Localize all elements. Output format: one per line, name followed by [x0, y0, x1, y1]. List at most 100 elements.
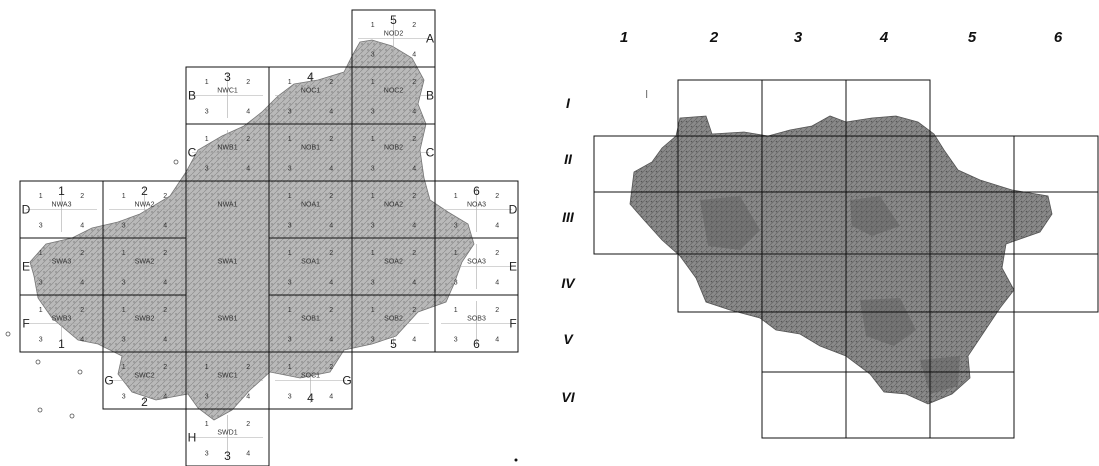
quadrant-number: 2: [329, 364, 333, 371]
left-row-letter: F: [509, 317, 516, 331]
quadrant-number: 2: [80, 193, 84, 200]
quadrant-number: 4: [163, 394, 167, 401]
left-grid-cell: 1 2 3 4: [185, 123, 270, 182]
sheet-label: NWA3: [52, 202, 72, 209]
right-column-label: 4: [879, 29, 889, 46]
quadrant-number: 2: [329, 79, 333, 86]
quadrant-number: 4: [80, 223, 84, 230]
quadrant-number: 3: [371, 109, 375, 116]
text-cursor-icon: Ⅰ: [645, 88, 648, 101]
quadrant-number: 2: [80, 307, 84, 314]
quadrant-number: 4: [246, 394, 250, 401]
quadrant-number: 3: [288, 109, 292, 116]
quadrant-number: 2: [163, 250, 167, 257]
quadrant-number: 3: [454, 337, 458, 344]
quadrant-number: 4: [495, 223, 499, 230]
quadrant-number: 2: [329, 136, 333, 143]
left-row-letter: B: [426, 89, 434, 103]
sheet-label: NWA1: [218, 202, 238, 209]
left-column-number: 2: [141, 395, 148, 409]
quadrant-number: 2: [495, 193, 499, 200]
quadrant-number: 2: [246, 364, 250, 371]
quadrant-number: 4: [163, 337, 167, 344]
sheet-label: SWC2: [134, 373, 154, 380]
sheet-label: NOA1: [301, 202, 320, 209]
left-grid-cell: 1 2 3 4: [185, 408, 270, 466]
sheet-label: NOC1: [301, 88, 321, 95]
left-column-number: 1: [58, 184, 65, 198]
left-column-number: 5: [390, 13, 397, 27]
right-row-label: II: [564, 151, 573, 167]
quadrant-number: 3: [122, 223, 126, 230]
quadrant-number: 4: [246, 166, 250, 173]
quadrant-number: 1: [205, 136, 209, 143]
quadrant-number: 4: [163, 280, 167, 287]
quadrant-number: 3: [205, 166, 209, 173]
quadrant-number: 3: [122, 394, 126, 401]
quadrant-number: 3: [288, 280, 292, 287]
quadrant-number: 2: [80, 250, 84, 257]
quadrant-number: 1: [288, 364, 292, 371]
right-column-label: 2: [709, 29, 719, 46]
quadrant-number: 1: [122, 364, 126, 371]
right-row-label: IV: [561, 275, 576, 291]
quadrant-number: 2: [412, 307, 416, 314]
quadrant-number: 3: [205, 451, 209, 458]
sheet-label: SWA2: [135, 259, 155, 266]
quadrant-number: 3: [454, 223, 458, 230]
quadrant-number: 4: [80, 337, 84, 344]
town-marker: [69, 413, 75, 419]
quadrant-number: 1: [454, 250, 458, 257]
sheet-label: SOA3: [467, 259, 486, 266]
left-column-number: 4: [307, 391, 314, 405]
quadrant-number: 4: [163, 223, 167, 230]
left-column-number: 6: [473, 337, 480, 351]
quadrant-number: 2: [246, 136, 250, 143]
sheet-label: NOA3: [467, 202, 486, 209]
right-map-dark-region: [700, 196, 960, 394]
quadrant-number: 1: [205, 421, 209, 428]
town-marker: [37, 407, 43, 413]
sheet-label: SWB3: [52, 316, 72, 323]
right-column-labels: 1 2 3 4 5 6: [620, 29, 1063, 46]
quadrant-number: 1: [39, 250, 43, 257]
left-column-number: 5: [390, 337, 397, 351]
quadrant-number: 1: [288, 250, 292, 257]
sheet-label: SOB3: [467, 316, 486, 323]
left-row-letter: C: [426, 146, 435, 160]
left-row-letter: G: [342, 374, 351, 388]
left-row-letter: D: [509, 203, 518, 217]
quadrant-number: 2: [246, 79, 250, 86]
quadrant-number: 3: [371, 280, 375, 287]
quadrant-number: 4: [495, 280, 499, 287]
right-grid-cell: [761, 371, 847, 439]
quadrant-number: 1: [371, 79, 375, 86]
sheet-label: SWC1: [217, 373, 237, 380]
quadrant-number: 1: [288, 307, 292, 314]
quadrant-number: 4: [329, 337, 333, 344]
quadrant-number: 2: [329, 250, 333, 257]
left-sheet-map: 1 2 3 4 1 2 3 4 1 2 3 4 1 2 3 4 1 2 3 4 1 2 3 4 1 2 3 4 1 2 3 4 1 2 3 4 1 2 3 4…: [5, 9, 519, 466]
quadrant-number: 1: [371, 307, 375, 314]
quadrant-number: 3: [371, 337, 375, 344]
quadrant-number: 2: [163, 307, 167, 314]
quadrant-number: 2: [412, 193, 416, 200]
left-grid-cell: 1 2 3 4: [434, 237, 519, 296]
quadrant-number: 1: [371, 250, 375, 257]
quadrant-number: 1: [39, 193, 43, 200]
quadrant-number: 3: [39, 223, 43, 230]
left-row-letter: E: [509, 260, 517, 274]
quadrant-number: 4: [412, 337, 416, 344]
quadrant-number: 1: [205, 364, 209, 371]
left-row-letter: D: [22, 203, 31, 217]
left-sheet-labels: NOD2 NWC1 NOC1 NOC2 NWB1 NOB1 NOB2 NWA3 NWA2 NWA1…: [52, 31, 487, 437]
quadrant-number: 1: [371, 136, 375, 143]
quadrant-number: 1: [288, 136, 292, 143]
left-column-number: 3: [224, 70, 231, 84]
left-column-number: 3: [224, 449, 231, 463]
quadrant-number: 4: [80, 280, 84, 287]
left-map-territory: [29, 39, 475, 421]
right-grid-cell: [929, 371, 1015, 439]
right-row-label: I: [566, 95, 571, 111]
